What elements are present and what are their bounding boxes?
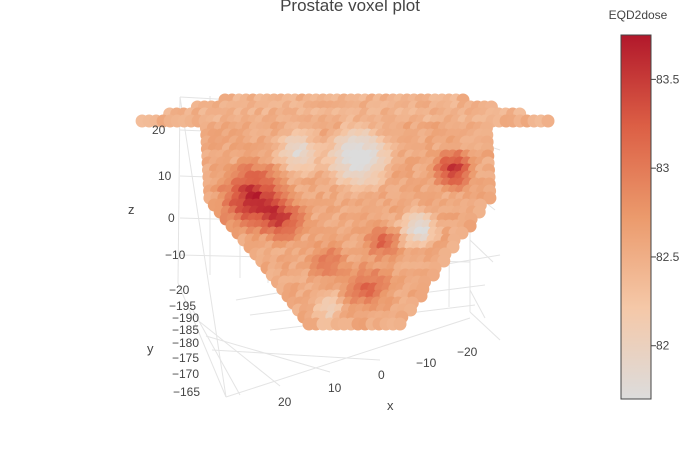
z-axis-label: z [128,202,135,217]
grid-line [179,96,227,398]
x-tick: −20 [457,345,478,359]
x-axis-label: x [387,398,394,413]
grid-line [211,349,381,361]
x-tick: 20 [278,395,292,409]
x-tick: −10 [416,356,437,370]
colorbar-tick-label: 83 [656,161,670,175]
colorbar-tick-label: 82 [656,339,670,353]
colorbar-tick-label: 83.5 [656,72,680,86]
voxel-point [541,114,555,128]
grid-line [469,289,486,319]
y-axis: −195 −190 −185 −180 −175 −170 −165 y [147,299,200,399]
voxel-point [393,317,407,331]
y-axis-label: y [147,341,154,356]
z-tick: −10 [165,248,186,262]
voxel-point [404,303,417,317]
y-tick: −195 [169,299,196,313]
chart-title: Prostate voxel plot [280,0,420,15]
x-tick: 0 [378,368,385,382]
z-axis: 20 10 0 −10 −20 z [128,123,190,297]
voxel-point [483,191,497,205]
y-tick: −170 [172,367,199,381]
y-tick: −190 [172,311,199,325]
grid-line [225,317,471,398]
y-tick: −185 [172,323,199,337]
colorbar[interactable]: 83.5 83 82.5 82 [620,34,680,400]
grid-line [469,311,501,341]
z-tick: 0 [168,211,175,225]
colorbar-title: EQD2dose [608,8,668,22]
grid-line [177,96,181,284]
z-tick: −20 [169,283,190,297]
grid-line [469,239,494,263]
z-tick: 20 [152,123,166,137]
voxel-point [414,289,428,303]
grid-line [177,282,227,398]
grid-line [205,335,331,373]
x-axis: 20 10 0 −10 −20 x [278,345,478,413]
colorbar-ticks: 83.5 83 82.5 82 [651,72,680,353]
voxel-cloud[interactable] [135,93,555,331]
voxel-point [426,268,440,282]
grid-line [199,321,281,387]
x-tick: 10 [328,381,342,395]
y-tick: −180 [172,336,199,350]
colorbar-gradient [620,34,652,400]
voxel-point [437,254,451,268]
z-tick: 10 [158,169,172,183]
y-tick: −165 [173,385,200,399]
colorbar-tick-label: 82.5 [656,250,680,264]
y-tick: −175 [172,351,199,365]
